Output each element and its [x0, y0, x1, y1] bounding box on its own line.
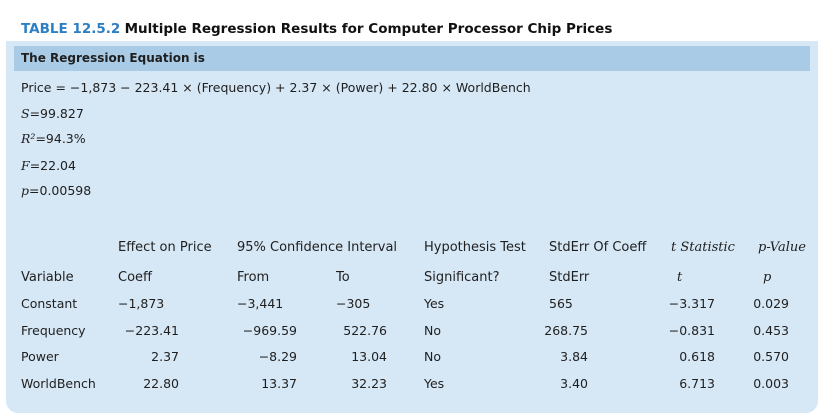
equation-header-label: The Regression Equation is [21, 51, 205, 65]
row-worldbench-to: 32.23 [351, 376, 387, 391]
table-number: TABLE 12.5.2 [21, 21, 121, 37]
header-hypothesis: Hypothesis Test [424, 240, 526, 255]
table-header-band [14, 234, 810, 293]
row-worldbench-variable: WorldBench [21, 376, 96, 391]
row-frequency-significant: No [424, 323, 441, 338]
row-constant-t: −3.317 [668, 296, 715, 311]
subheader-variable: Variable [21, 270, 74, 285]
stat-f-value: =22.04 [29, 158, 76, 173]
row-constant-p: 0.029 [753, 296, 789, 311]
row-constant-variable: Constant [21, 296, 78, 311]
subheader-to: To [336, 270, 350, 285]
row-frequency-coeff: −223.41 [124, 323, 179, 338]
table-header [6, 6, 818, 41]
subheader-p: p [763, 270, 772, 285]
row-worldbench-p: 0.003 [753, 376, 789, 391]
subheader-t: t [677, 270, 683, 285]
row-power-to: 13.04 [351, 349, 387, 364]
subheader-significant: Significant? [424, 270, 500, 285]
row-constant-to: −305 [336, 296, 371, 311]
stat-f-symbol: F [21, 158, 30, 173]
stat-f: F=22.04 [21, 158, 76, 173]
header-effect: Effect on Price [118, 240, 212, 255]
stat-s: S=99.827 [21, 106, 84, 121]
regression-equation: Price = −1,873 − 223.41 × (Frequency) + … [21, 80, 531, 95]
row-power-p: 0.570 [753, 349, 789, 364]
row-constant-stderr: 565 [549, 296, 573, 311]
header-tstat: t Statistic [671, 240, 735, 255]
row-frequency-stderr: 268.75 [544, 323, 588, 338]
subheader-coeff: Coeff [118, 270, 152, 285]
table-frame [6, 6, 818, 413]
stat-p-value: =0.00598 [29, 183, 92, 198]
table-caption: Multiple Regression Results for Computer… [124, 21, 613, 37]
row-power-coeff: 2.37 [151, 349, 179, 364]
row-worldbench-coeff: 22.80 [143, 376, 179, 391]
row-worldbench-from: 13.37 [261, 376, 297, 391]
row-frequency-p: 0.453 [753, 323, 789, 338]
row-constant-from: −3,441 [237, 296, 284, 311]
stat-r2-symbol: R² [21, 131, 36, 146]
table-title: TABLE 12.5.2 Multiple Regression Results… [21, 21, 612, 37]
row-power-stderr: 3.84 [560, 349, 588, 364]
row-constant-significant: Yes [424, 296, 445, 311]
equation-header: The Regression Equation is [14, 46, 810, 71]
row-frequency-to: 522.76 [343, 323, 387, 338]
row-worldbench-t: 6.713 [679, 376, 715, 391]
row-power-significant: No [424, 349, 441, 364]
subheader-stderr: StdErr [549, 270, 590, 285]
header-pvalue: p-Value [758, 240, 806, 255]
subheader-from: From [237, 270, 270, 285]
stat-r2-value: =94.3% [35, 131, 86, 146]
stat-r2: R²=94.3% [21, 131, 86, 146]
row-worldbench-significant: Yes [424, 376, 445, 391]
row-power-from: −8.29 [258, 349, 297, 364]
row-constant-coeff: −1,873 [118, 296, 165, 311]
stat-s-symbol: S [21, 106, 30, 121]
row-frequency-from: −969.59 [242, 323, 297, 338]
stat-p-symbol: p [21, 183, 30, 198]
header-ci: 95% Confidence Interval [237, 240, 398, 255]
row-power-t: 0.618 [679, 349, 715, 364]
stat-s-value: =99.827 [29, 106, 84, 121]
stat-p: p=0.00598 [21, 183, 91, 198]
row-power-variable: Power [21, 349, 59, 364]
row-frequency-variable: Frequency [21, 323, 86, 338]
header-stderr: StdErr Of Coeff [549, 240, 647, 255]
row-frequency-t: −0.831 [668, 323, 715, 338]
row-worldbench-stderr: 3.40 [560, 376, 588, 391]
